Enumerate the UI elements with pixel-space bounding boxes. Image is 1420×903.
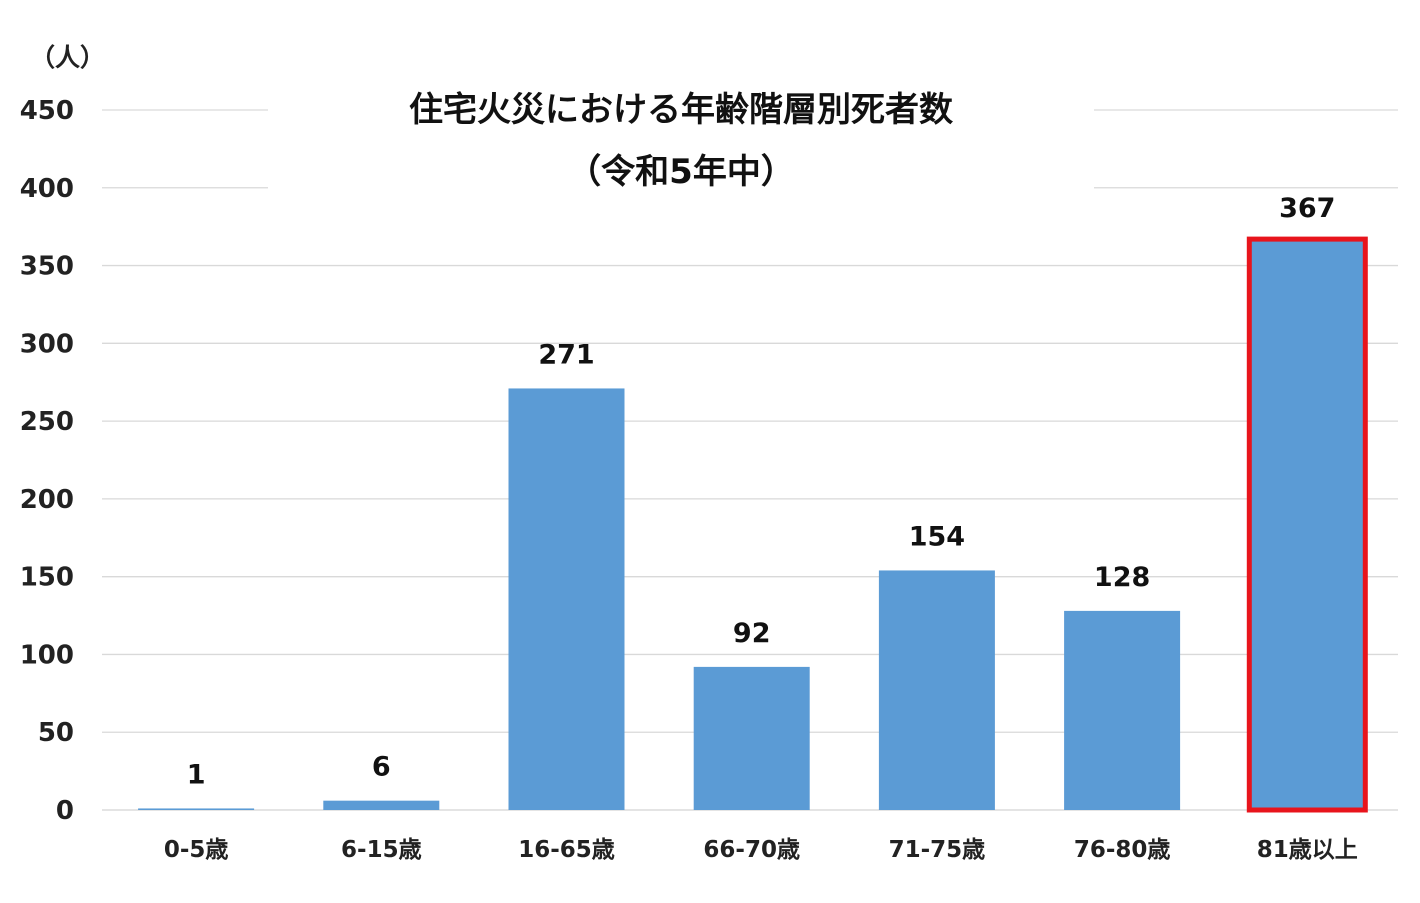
bar [878, 570, 995, 810]
bars [138, 236, 1368, 813]
bar [323, 800, 440, 810]
y-tick-label: 300 [20, 329, 74, 359]
x-category-label: 76-80歳 [1074, 837, 1171, 863]
y-axis-unit-label: （人） [30, 43, 105, 72]
bar [508, 388, 625, 810]
x-category-label: 81歳以上 [1257, 837, 1358, 863]
y-tick-label: 450 [20, 96, 74, 126]
bar [693, 666, 810, 810]
bar-highlighted [1246, 236, 1368, 813]
y-axis-ticks: 0 50 100 150 200 250 300 350 400 450 [20, 96, 74, 826]
data-label: 154 [909, 521, 965, 552]
y-tick-label: 50 [38, 718, 74, 748]
y-tick-label: 200 [20, 485, 74, 515]
title-backdrop [268, 78, 1094, 202]
data-label: 1 [187, 759, 206, 790]
data-label: 128 [1094, 562, 1150, 593]
y-tick-label: 250 [20, 407, 74, 437]
y-tick-label: 400 [20, 174, 74, 204]
y-tick-label: 150 [20, 563, 74, 593]
y-tick-label: 0 [56, 796, 74, 826]
x-category-label: 6-15歳 [341, 837, 422, 863]
x-axis-categories: 0-5歳 6-15歳 16-65歳 66-70歳 71-75歳 76-80歳 81歳以上 [164, 837, 1358, 863]
data-label: 92 [733, 618, 771, 649]
x-category-label: 66-70歳 [703, 837, 800, 863]
y-tick-label: 100 [20, 640, 74, 670]
y-tick-label: 350 [20, 252, 74, 282]
data-label: 367 [1279, 193, 1335, 224]
data-label: 6 [372, 752, 391, 783]
x-category-label: 16-65歳 [518, 837, 615, 863]
bar [138, 808, 255, 810]
data-labels: 1 6 271 92 154 128 367 [187, 193, 1336, 790]
chart-subtitle: （令和5年中） [567, 152, 795, 192]
chart-title: 住宅火災における年齢階層別死者数 [409, 90, 953, 130]
data-label: 271 [538, 339, 594, 370]
bar [1064, 610, 1181, 810]
x-category-label: 71-75歳 [889, 837, 986, 863]
x-category-label: 0-5歳 [164, 837, 229, 863]
